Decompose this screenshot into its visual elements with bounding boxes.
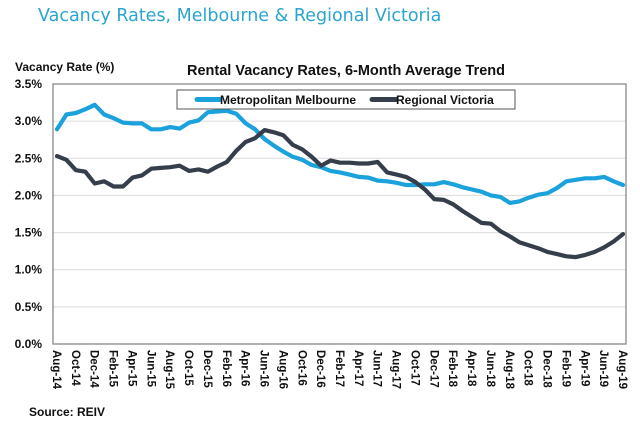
x-tick-label: Oct-18 xyxy=(522,350,534,386)
x-tick-label: Apr-18 xyxy=(465,350,477,387)
x-tick-label: Jun-16 xyxy=(258,350,270,387)
x-tick-label: Feb-18 xyxy=(446,350,458,388)
x-tick-label: Apr-16 xyxy=(239,350,251,386)
series-line-metropolitan-melbourne xyxy=(54,102,626,205)
y-tick-label: 2.5% xyxy=(15,151,43,165)
x-tick-label: Jun-15 xyxy=(144,350,156,388)
y-tick-label: 2.0% xyxy=(15,188,43,202)
x-tick-label: Oct-15 xyxy=(182,350,194,386)
legend-box xyxy=(176,89,516,110)
x-tick-label: Feb-16 xyxy=(220,350,232,387)
y-axis-ticks: 0.0% 0.5% 1.0% 1.5% 2.0% 2.5% 3.0% 3.5% xyxy=(15,77,43,351)
x-tick-label: Aug-16 xyxy=(276,350,288,389)
x-tick-label: Jun-17 xyxy=(371,350,383,387)
x-tick-label: Feb-15 xyxy=(107,350,119,388)
y-tick-label: 3.0% xyxy=(15,114,43,128)
y-tick-label: 1.5% xyxy=(15,226,43,240)
legend-label-regional: Regional Victoria xyxy=(396,93,494,107)
legend-label-metro: Metropolitan Melbourne xyxy=(220,93,356,107)
x-tick-label: Jun-18 xyxy=(484,350,496,388)
x-tick-label: Dec-14 xyxy=(88,350,100,388)
y-tick-label: 3.5% xyxy=(15,77,43,91)
source-note: Source: REIV xyxy=(29,405,106,419)
x-tick-label: Jun-19 xyxy=(597,350,609,387)
y-axis-label: Vacancy Rate (%) xyxy=(15,60,114,74)
x-tick-label: Aug-18 xyxy=(503,350,515,390)
legend: Metropolitan Melbourne Regional Victoria xyxy=(176,89,516,110)
x-tick-label: Oct-16 xyxy=(295,350,307,386)
y-tick-label: 0.0% xyxy=(15,337,43,351)
x-tick-label: Dec-17 xyxy=(427,350,439,388)
x-tick-label: Oct-17 xyxy=(408,350,420,386)
plot-area-frame xyxy=(52,83,627,345)
series-lines xyxy=(54,102,626,260)
x-tick-label: Apr-15 xyxy=(125,350,137,387)
x-tick-label: Apr-17 xyxy=(352,350,364,386)
x-tick-label: Dec-16 xyxy=(314,350,326,388)
x-tick-label: Aug-14 xyxy=(50,350,62,390)
page-title: Vacancy Rates, Melbourne & Regional Vict… xyxy=(38,6,442,26)
x-axis-ticks: Aug-14 Oct-14 Dec-14 Feb-15 Apr-15 Jun-15 Aug-… xyxy=(50,350,628,390)
x-tick-label: Aug-19 xyxy=(616,350,628,389)
x-tick-label: Dec-15 xyxy=(201,350,213,388)
chart-title: Rental Vacancy Rates, 6-Month Average Tr… xyxy=(187,63,505,79)
x-tick-label: Aug-15 xyxy=(163,350,175,390)
x-tick-label: Aug-17 xyxy=(390,350,402,389)
y-tick-label: 0.5% xyxy=(15,300,43,314)
x-tick-label: Feb-17 xyxy=(333,350,345,387)
x-tick-label: Apr-19 xyxy=(578,350,590,386)
y-tick-label: 1.0% xyxy=(15,263,43,277)
x-tick-label: Feb-19 xyxy=(559,350,571,387)
x-tick-label: Dec-18 xyxy=(541,350,553,388)
grid-lines xyxy=(53,120,626,308)
x-tick-label: Oct-14 xyxy=(69,350,81,386)
